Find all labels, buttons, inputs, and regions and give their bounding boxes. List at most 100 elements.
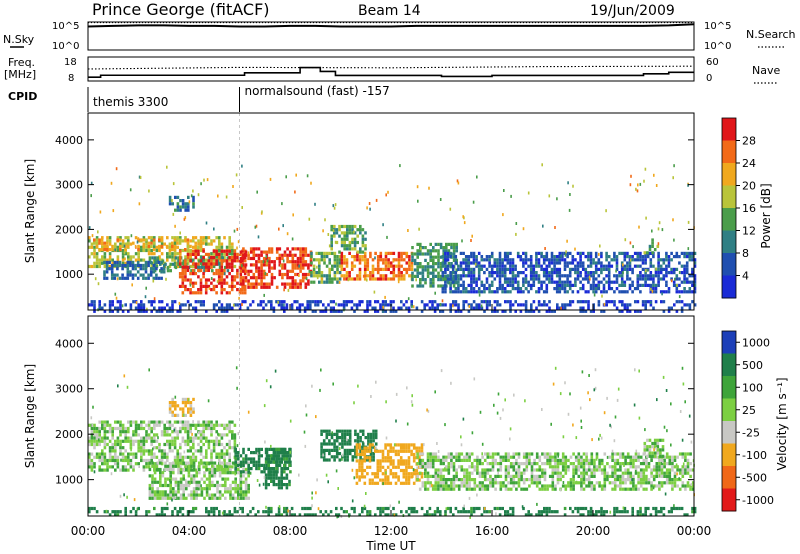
velocity-cell (460, 468, 464, 472)
power-cell (509, 280, 512, 284)
velocity-cell (244, 457, 248, 461)
power-cell (152, 248, 156, 252)
power-cell (379, 251, 383, 255)
power-cell (685, 261, 689, 265)
power-cell (501, 290, 504, 294)
velocity-cell (420, 443, 424, 447)
power-feature-1 (93, 238, 205, 252)
velocity-cell (265, 463, 269, 467)
velocity-cell (437, 471, 440, 475)
power-cell (667, 258, 671, 262)
velocity-cell (515, 468, 518, 472)
velocity-cell (101, 462, 104, 466)
power-cell (332, 309, 335, 313)
power-cell (470, 283, 473, 287)
velocity-cell (351, 458, 355, 462)
power-cell (106, 248, 109, 252)
power-cell (447, 262, 451, 266)
power-cell (568, 271, 572, 275)
power-scatter-point (564, 253, 567, 257)
power-scatter-point (145, 286, 147, 290)
power-cell (179, 303, 182, 307)
power-cell (272, 306, 276, 310)
power-cell (260, 266, 263, 270)
power-cell (584, 300, 588, 304)
velocity-cell (437, 455, 440, 459)
power-cell (294, 263, 297, 267)
velocity-cell (431, 452, 435, 456)
velocity-cell (184, 426, 187, 431)
velocity-cell (119, 442, 122, 447)
power-cell (400, 271, 403, 275)
velocity-cell (159, 477, 162, 481)
power-cell (455, 242, 458, 246)
power-cell (255, 263, 258, 267)
power-cell (343, 258, 346, 262)
power-cell (335, 228, 339, 232)
power-cell (649, 303, 653, 307)
power-scatter-point (672, 218, 674, 222)
velocity-cell (335, 448, 339, 452)
power-cell (470, 261, 473, 265)
power-scatter-point (615, 269, 617, 273)
power-cell (189, 259, 192, 263)
power-cell (379, 306, 382, 310)
velocity-cell (543, 474, 547, 478)
velocity-cell (145, 439, 148, 443)
power-scatter-point (676, 283, 678, 287)
velocity-cell (177, 496, 180, 500)
power-scatter-point (90, 194, 92, 198)
power-cell (623, 258, 627, 262)
velocity-cell (426, 455, 430, 459)
velocity-cell (460, 465, 464, 469)
power-cell (186, 244, 190, 248)
power-cell (623, 283, 627, 287)
velocity-cell (93, 439, 96, 443)
power-cell (581, 287, 585, 291)
velocity-cell (223, 452, 226, 456)
power-cell (445, 242, 448, 246)
power-cell (519, 271, 523, 275)
power-cell (540, 283, 543, 287)
power-cell (207, 284, 211, 288)
power-cell (129, 258, 133, 262)
power-cell (325, 251, 329, 255)
power-cell (223, 249, 226, 253)
velocity-cell (205, 455, 208, 459)
velocity-cell (407, 472, 411, 476)
power-scatter-point (256, 190, 258, 194)
power-colorbar-band (722, 230, 736, 254)
power-cell (545, 303, 549, 307)
velocity-cell (320, 429, 323, 433)
velocity-cell (512, 484, 516, 488)
power-cell (301, 279, 305, 283)
power-cell (576, 277, 580, 281)
velocity-cell (195, 483, 198, 488)
power-cell (485, 280, 489, 284)
power-cell (101, 236, 104, 240)
power-cell (228, 249, 231, 253)
power-cell (545, 283, 549, 287)
velocity-cell (283, 467, 287, 471)
power-cell (265, 256, 269, 261)
power-cell (189, 239, 192, 243)
power-scatter-point (428, 186, 430, 190)
power-cell (493, 271, 497, 275)
power-cell (202, 300, 205, 304)
power-cell (506, 251, 510, 255)
power-cell (101, 261, 104, 265)
velocity-cell (114, 458, 117, 463)
velocity-cell (233, 446, 237, 450)
power-cell (571, 300, 575, 304)
power-cell (242, 269, 245, 273)
velocity-cell (225, 452, 229, 456)
power-cell (335, 231, 339, 235)
power-cell (657, 261, 660, 265)
velocity-cell (145, 458, 148, 463)
power-cell (496, 267, 499, 271)
power-cell (181, 205, 185, 209)
power-cell (230, 259, 234, 263)
power-cell (358, 274, 362, 278)
velocity-cell (263, 470, 266, 474)
velocity-cell (233, 442, 237, 447)
